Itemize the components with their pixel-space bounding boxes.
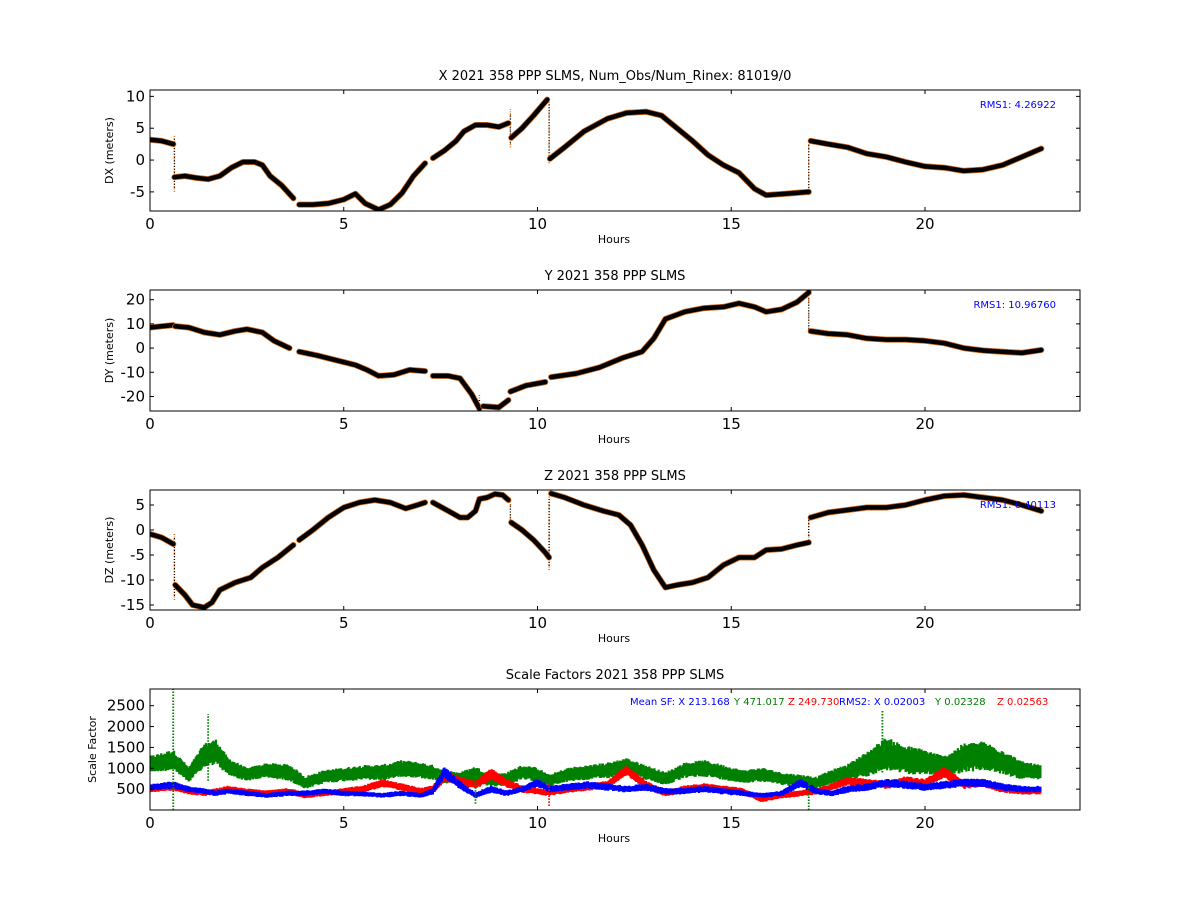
data-series-segment [150, 322, 176, 330]
data-series-segment [150, 137, 176, 147]
scale-factor-stat: Z 0.02563 [997, 697, 1048, 708]
x-tick-label: 10 [528, 415, 547, 433]
x-tick-label: 20 [915, 215, 934, 233]
x-tick-label: 20 [915, 415, 934, 433]
x-tick-label: 15 [722, 415, 741, 433]
x-tick-label: 0 [145, 215, 155, 233]
y-tick-label: 1500 [107, 738, 145, 756]
y-tick-label: -10 [121, 571, 146, 589]
x-tick-label: 20 [915, 614, 934, 632]
x-tick-label: 10 [528, 814, 547, 832]
y-tick-label: -20 [121, 387, 146, 405]
data-series-segment [808, 138, 1044, 174]
data-series-segment [430, 373, 482, 411]
data-series-edge [548, 290, 812, 381]
x-axis-label: Hours [598, 832, 630, 845]
data-series-segment [150, 531, 176, 547]
x-tick-label: 20 [915, 814, 934, 832]
data-series-segment [296, 349, 428, 379]
y-tick-label: 2000 [107, 718, 145, 736]
y-tick-label: 0 [135, 521, 145, 539]
y-axis-label: DZ (meters) [103, 517, 116, 584]
data-series-segment [296, 160, 428, 211]
x-tick-label: 5 [339, 215, 349, 233]
x-tick-label: 5 [339, 415, 349, 433]
data-series-segment [808, 328, 1044, 356]
rms-annotation: RMS1: 4.26922 [980, 100, 1056, 111]
y-tick-label: 1000 [107, 759, 145, 777]
y-tick-label: 5 [135, 496, 145, 514]
rms-annotation: RMS1: 10.96760 [973, 300, 1056, 311]
scale-factor-stat: RMS2: X 0.02003 [839, 697, 925, 708]
x-tick-label: 5 [339, 614, 349, 632]
y-tick-label: 10 [126, 87, 145, 105]
x-tick-label: 15 [722, 215, 741, 233]
axes-frame [149, 289, 1081, 412]
axes-frame [149, 89, 1081, 212]
data-series-segment [172, 542, 296, 610]
x-tick-label: 0 [145, 614, 155, 632]
data-series-segment [430, 491, 511, 520]
data-series-segment [296, 497, 428, 543]
data-series-edge [546, 108, 812, 199]
y-axis-label: DX (meters) [103, 117, 116, 184]
data-series-segment [172, 159, 296, 201]
data-series-segment [548, 491, 812, 590]
data-series-segment [508, 520, 552, 560]
data-series-segment [508, 97, 550, 141]
scale-factor-series [150, 767, 1042, 799]
y-tick-label: -5 [130, 546, 145, 564]
y-axis-label: Scale Factor [86, 716, 99, 783]
data-series-segment [547, 109, 812, 198]
y-axis-label: DY (meters) [103, 318, 116, 383]
x-axis-label: Hours [598, 433, 630, 446]
scale-factor-stat: Mean SF: X 213.168 [630, 697, 730, 708]
x-tick-label: 5 [339, 814, 349, 832]
x-tick-label: 0 [145, 415, 155, 433]
y-tick-label: 5 [135, 119, 145, 137]
data-series-segment [508, 379, 548, 394]
x-tick-label: 15 [722, 814, 741, 832]
y-tick-label: -5 [130, 183, 145, 201]
y-tick-label: -15 [121, 596, 146, 614]
chart-title: X 2021 358 PPP SLMS, Num_Obs/Num_Rinex: … [439, 69, 792, 84]
y-tick-label: 10 [126, 315, 145, 333]
x-axis-label: Hours [598, 233, 630, 246]
data-series-edge [296, 497, 429, 543]
chart-title: Scale Factors 2021 358 PPP SLMS [506, 668, 725, 683]
scale-factor-stat: Z 249.730 [788, 697, 839, 708]
axes-frame [149, 688, 1081, 811]
chart-title: Y 2021 358 PPP SLMS [544, 269, 686, 284]
y-tick-label: 0 [135, 151, 145, 169]
y-tick-label: 2500 [107, 697, 145, 715]
data-series-segment [548, 290, 812, 380]
x-tick-label: 10 [528, 614, 547, 632]
data-series-segment [808, 492, 1044, 520]
y-tick-label: -10 [121, 363, 146, 381]
x-tick-label: 0 [145, 814, 155, 832]
y-tick-label: 20 [126, 291, 145, 309]
data-series-segment [481, 397, 511, 410]
scale-factor-stat: Y 0.02328 [934, 697, 986, 708]
x-tick-label: 15 [722, 614, 741, 632]
data-series-edge [172, 542, 297, 610]
scale-factor-stat: Y 471.017 [733, 697, 785, 708]
x-axis-label: Hours [598, 632, 630, 645]
y-tick-label: 500 [116, 780, 145, 798]
chart-title: Z 2021 358 PPP SLMS [544, 469, 686, 484]
y-tick-label: 0 [135, 339, 145, 357]
data-series-segment [430, 120, 511, 161]
axes-frame [149, 489, 1081, 611]
x-tick-label: 10 [528, 215, 547, 233]
rms-annotation: RMS1: 6.40113 [980, 500, 1056, 511]
data-series-segment [172, 324, 292, 351]
